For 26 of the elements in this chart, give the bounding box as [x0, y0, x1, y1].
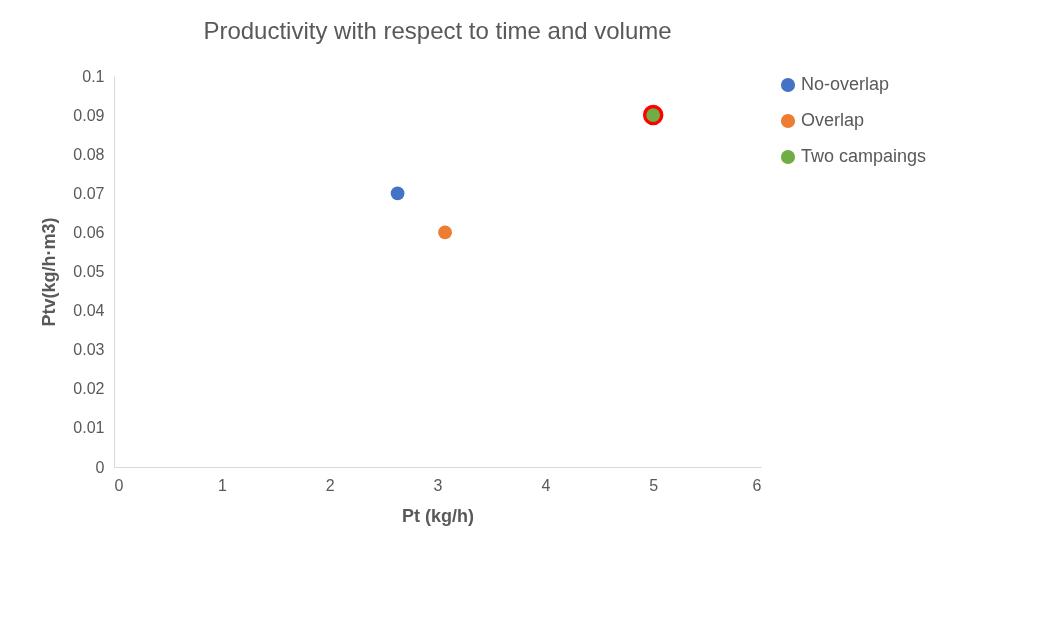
y-tick-label: 0.05 — [73, 263, 105, 280]
y-tick-label: 0.1 — [82, 67, 105, 85]
point — [438, 225, 452, 240]
x-axis-title: Pt (kg/h) — [402, 505, 474, 526]
y-tick-label: 0 — [95, 458, 105, 476]
y-tick-label: 0.09 — [73, 106, 105, 124]
legend-label: No-overlap — [801, 74, 890, 94]
y-tick-label: 0.03 — [73, 341, 105, 359]
y-tick-label: 0.07 — [73, 184, 105, 202]
legend-label: Overlap — [801, 110, 865, 130]
x-tick-label: 4 — [541, 476, 551, 494]
x-tick-label: 3 — [433, 476, 443, 494]
point — [390, 186, 405, 201]
x-tick-label: 1 — [217, 476, 227, 494]
legend-label: Two campaings — [801, 146, 927, 166]
x-tick-label: 6 — [752, 476, 762, 494]
x-tick-label: 2 — [325, 476, 335, 494]
y-tick-label: 0.08 — [73, 145, 105, 163]
y-tick-label: 0.02 — [73, 380, 105, 398]
chart-title: Productivity with respect to time and volume — [203, 17, 672, 44]
y-tick-label: 0.04 — [73, 302, 105, 320]
y-tick-label: 0.06 — [73, 223, 105, 241]
y-axis-title: Ptv(kg/h·m3) — [39, 217, 60, 327]
y-tick-label: 0.01 — [73, 419, 105, 437]
x-tick-label: 0 — [114, 476, 124, 494]
x-tick-label: 5 — [649, 476, 659, 494]
